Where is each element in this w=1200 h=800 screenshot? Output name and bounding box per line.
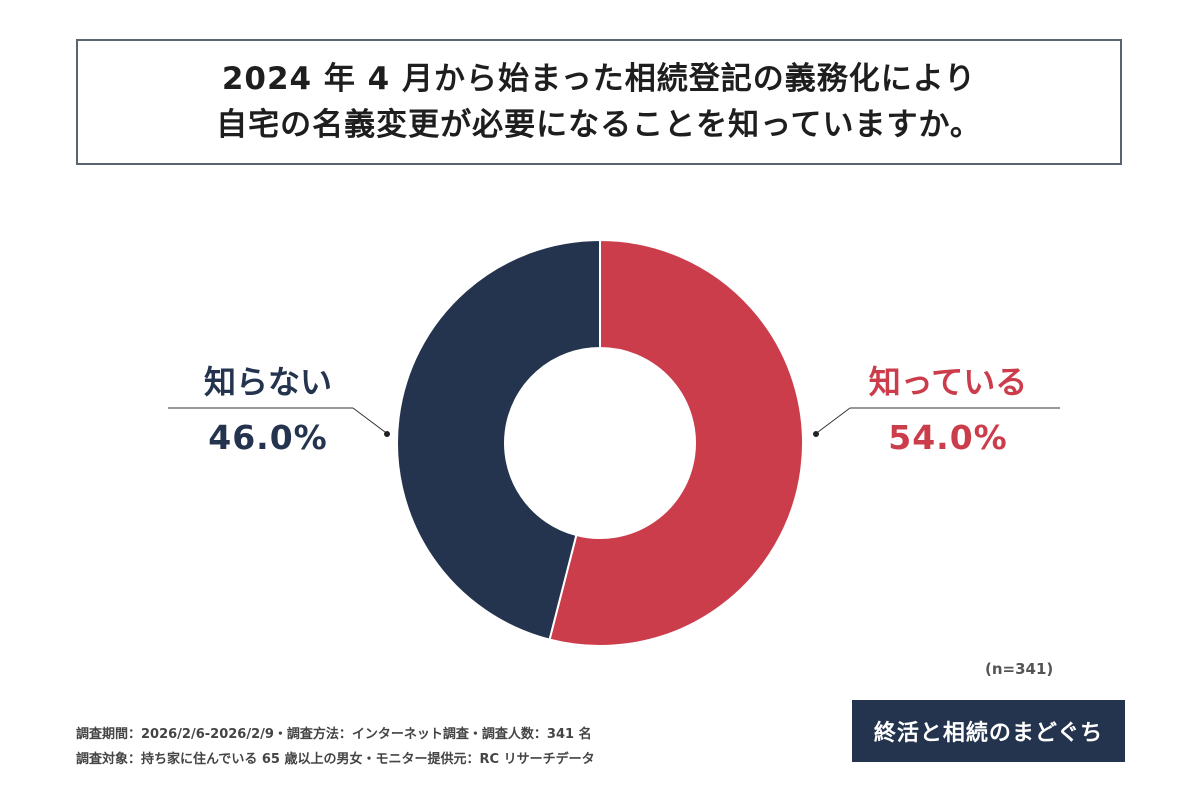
category-label-unknown: 知らない <box>203 363 332 401</box>
leader-dot-unknown <box>384 431 390 437</box>
sample-size: (n=341) <box>985 660 1054 678</box>
leader-line-unknown <box>352 407 386 433</box>
logo: 終活と相続のまどぐち <box>852 700 1125 762</box>
footer-line-1: 調査期間：2026/2/6-2026/2/9・調査方法：インターネット調査・調査… <box>76 727 592 742</box>
leader-line-known <box>817 407 851 433</box>
slice-unknown <box>396 238 601 641</box>
slice-known <box>548 238 804 647</box>
leader-dot-known <box>813 431 819 437</box>
title-line-2: 自宅の名義変更が必要になることを知っていますか。 <box>216 107 982 143</box>
data-label-known: 54.0% <box>888 418 1008 457</box>
footer-line-2: 調査対象：持ち家に住んでいる 65 歳以上の男女・モニター提供元：RC リサーチ… <box>76 752 595 767</box>
data-label-unknown: 46.0% <box>208 418 328 457</box>
title-box: 2024 年 4 月から始まった相続登記の義務化により 自宅の名義変更が必要にな… <box>76 39 1122 165</box>
title-line-1: 2024 年 4 月から始まった相続登記の義務化により <box>221 61 977 97</box>
category-label-known: 知っている <box>868 363 1028 401</box>
